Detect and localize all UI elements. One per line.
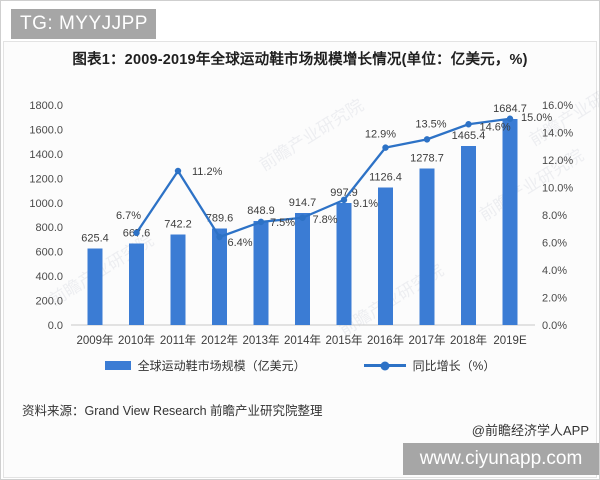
line-marker bbox=[133, 229, 140, 237]
x-axis-label: 2010年 bbox=[118, 333, 155, 347]
right-axis-tick: 10.0% bbox=[542, 183, 573, 195]
right-axis-tick: 14.0% bbox=[542, 128, 573, 140]
left-axis-tick: 1600.0 bbox=[29, 124, 63, 136]
left-axis-tick: 200.0 bbox=[35, 296, 63, 308]
line-marker bbox=[174, 167, 182, 175]
left-axis-tick: 0.0 bbox=[48, 320, 63, 332]
chart-title: 图表1：2009-2019年全球运动鞋市场规模增长情况(单位：亿美元，%) bbox=[72, 52, 528, 68]
bar-value-label: 625.4 bbox=[81, 233, 109, 245]
right-axis-tick: 2.0% bbox=[542, 293, 567, 305]
growth-value-label: 14.6% bbox=[480, 121, 511, 133]
left-axis-tick: 600.0 bbox=[35, 247, 63, 259]
right-axis-tick: 12.0% bbox=[542, 155, 573, 167]
growth-value-label: 7.8% bbox=[313, 214, 338, 226]
bar-value-label: 1465.4 bbox=[452, 130, 486, 142]
line-marker bbox=[257, 218, 265, 226]
x-axis-label: 2009年 bbox=[76, 333, 113, 347]
bar bbox=[502, 119, 518, 325]
bar-value-label: 848.9 bbox=[247, 205, 275, 217]
growth-line bbox=[135, 117, 511, 239]
legend-label-market-size: 全球运动鞋市场规模（亿美元） bbox=[137, 359, 306, 373]
right-axis-tick: 8.0% bbox=[542, 210, 567, 222]
right-axis-tick: 6.0% bbox=[542, 238, 567, 250]
line-marker bbox=[465, 121, 472, 128]
left-axis-tick: 800.0 bbox=[35, 222, 63, 234]
x-axis-label: 2015年 bbox=[325, 333, 362, 347]
x-axis-label: 2018年 bbox=[450, 333, 487, 347]
bar bbox=[378, 187, 393, 325]
bar bbox=[170, 234, 186, 325]
line-marker bbox=[382, 144, 389, 151]
bar bbox=[212, 228, 227, 325]
left-axis-tick: 1400.0 bbox=[29, 149, 63, 161]
x-axis-label: 2012年 bbox=[201, 333, 238, 347]
top-banner-label: TG: MYYJJPP bbox=[20, 13, 148, 34]
right-axis-tick: 16.0% bbox=[542, 100, 573, 112]
legend-item-market-size: 全球运动鞋市场规模（亿美元） bbox=[104, 357, 306, 374]
x-axis-label: 2016年 bbox=[367, 333, 404, 347]
growth-value-label: 9.1% bbox=[353, 198, 378, 210]
source-note: 资料来源：Grand View Research 前瞻产业研究院整理 bbox=[22, 404, 323, 418]
line-marker bbox=[423, 136, 431, 143]
bar-value-label: 789.6 bbox=[206, 212, 234, 224]
left-axis-tick: 1000.0 bbox=[29, 198, 63, 210]
legend-label-growth: 同比增长（%） bbox=[412, 359, 496, 373]
line-marker bbox=[506, 115, 514, 122]
growth-value-label: 12.9% bbox=[365, 129, 396, 141]
bar bbox=[87, 248, 103, 325]
growth-value-label: 6.7% bbox=[116, 210, 141, 222]
top-banner: TG: MYYJJPP bbox=[11, 9, 156, 39]
bar bbox=[253, 221, 269, 325]
bar bbox=[295, 213, 310, 325]
bottom-banner-label: www.ciyunapp.com bbox=[419, 448, 583, 469]
legend-item-growth: 同比增长（%） bbox=[363, 357, 496, 374]
chart-legend: 全球运动鞋市场规模（亿美元） 同比增长（%） bbox=[1, 357, 599, 374]
bar-value-label: 1126.4 bbox=[369, 171, 402, 183]
bar-swatch-icon bbox=[104, 361, 131, 370]
bar-value-label: 742.2 bbox=[164, 218, 192, 230]
left-axis-tick: 1200.0 bbox=[29, 173, 63, 185]
growth-value-label: 13.5% bbox=[415, 118, 446, 130]
growth-value-label: 7.5% bbox=[270, 217, 295, 229]
credit-note: @前瞻经济学人APP bbox=[471, 423, 589, 438]
x-axis-label: 2017年 bbox=[408, 333, 445, 347]
bar bbox=[129, 243, 144, 325]
right-axis-tick: 0.0% bbox=[542, 320, 567, 332]
bar bbox=[461, 145, 476, 325]
x-axis-label: 2014年 bbox=[284, 333, 321, 347]
x-axis-label: 2013年 bbox=[242, 333, 279, 347]
left-axis-tick: 1800.0 bbox=[29, 100, 63, 112]
line-marker bbox=[216, 233, 223, 241]
bar bbox=[419, 168, 435, 325]
right-axis-tick: 4.0% bbox=[542, 265, 567, 277]
left-axis-tick: 400.0 bbox=[35, 271, 63, 283]
growth-value-label: 15.0% bbox=[521, 112, 552, 124]
bar-value-label: 1278.7 bbox=[410, 153, 444, 165]
line-marker bbox=[340, 196, 348, 204]
bar-value-label: 914.7 bbox=[289, 197, 317, 209]
line-swatch-icon bbox=[363, 361, 406, 370]
x-axis-label: 2019E bbox=[493, 335, 527, 347]
x-axis-label: 2011年 bbox=[160, 333, 196, 347]
growth-value-label: 6.4% bbox=[228, 237, 253, 249]
growth-value-label: 11.2% bbox=[192, 166, 223, 178]
bar bbox=[336, 203, 352, 325]
bottom-banner: www.ciyunapp.com bbox=[403, 443, 599, 475]
line-marker bbox=[299, 214, 306, 221]
bar-value-label: 1684.7 bbox=[493, 103, 527, 115]
